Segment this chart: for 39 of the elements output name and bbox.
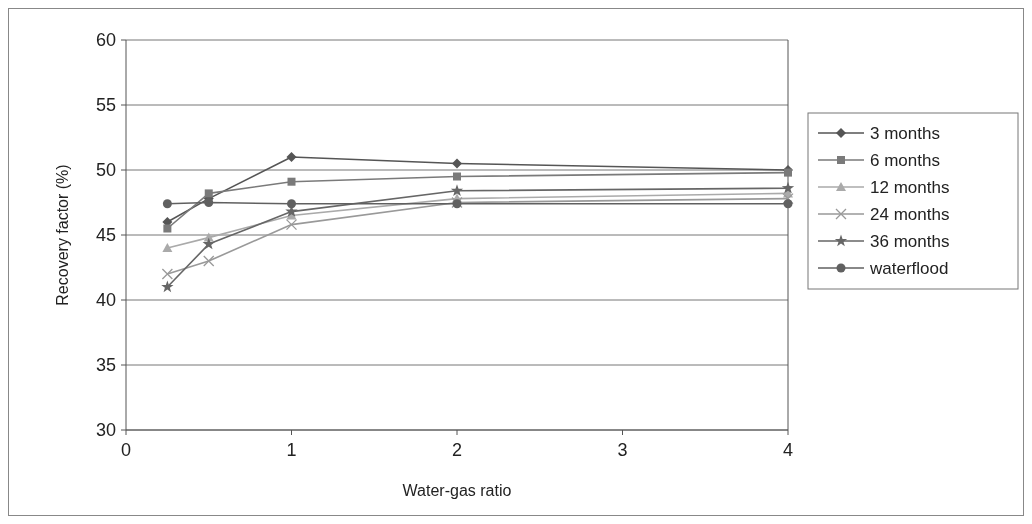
x-tick-label: 1	[286, 440, 297, 460]
point	[285, 218, 298, 231]
point	[782, 192, 794, 205]
legend-label: 3 months	[870, 123, 940, 143]
legend-label: waterflood	[869, 258, 949, 278]
point	[453, 172, 461, 181]
point	[204, 198, 214, 207]
y-tick-label: 40	[95, 290, 116, 311]
point	[161, 280, 174, 293]
y-tick-label: 60	[95, 30, 116, 51]
legend-label: 12 months	[870, 177, 950, 197]
point	[783, 199, 793, 209]
x-tick-label: 4	[782, 440, 794, 460]
y-axis-title: Recovery factor (%)	[54, 164, 71, 306]
y-tick-label: 30	[95, 420, 116, 441]
legend-label: 24 months	[870, 204, 950, 224]
point	[161, 268, 174, 280]
legend-label: 36 months	[870, 231, 950, 251]
x-tick-label: 3	[617, 440, 628, 460]
x-axis-title: Water-gas ratio	[402, 482, 512, 499]
point	[286, 152, 297, 162]
point	[203, 255, 215, 267]
point	[202, 237, 215, 250]
x-tick-label: 0	[120, 440, 132, 460]
y-tick-label: 45	[95, 225, 116, 246]
point	[450, 184, 464, 197]
y-tick-label: 55	[95, 95, 116, 116]
point	[162, 199, 172, 209]
point	[287, 177, 296, 186]
point	[452, 158, 462, 169]
point	[162, 243, 173, 252]
legend-label: 6 months	[870, 150, 940, 170]
point	[781, 181, 795, 194]
x-tick-label: 2	[451, 440, 463, 460]
y-tick-label: 50	[95, 160, 116, 181]
y-tick-label: 35	[95, 355, 116, 376]
point	[163, 224, 172, 233]
point	[204, 189, 213, 198]
point	[287, 199, 296, 209]
